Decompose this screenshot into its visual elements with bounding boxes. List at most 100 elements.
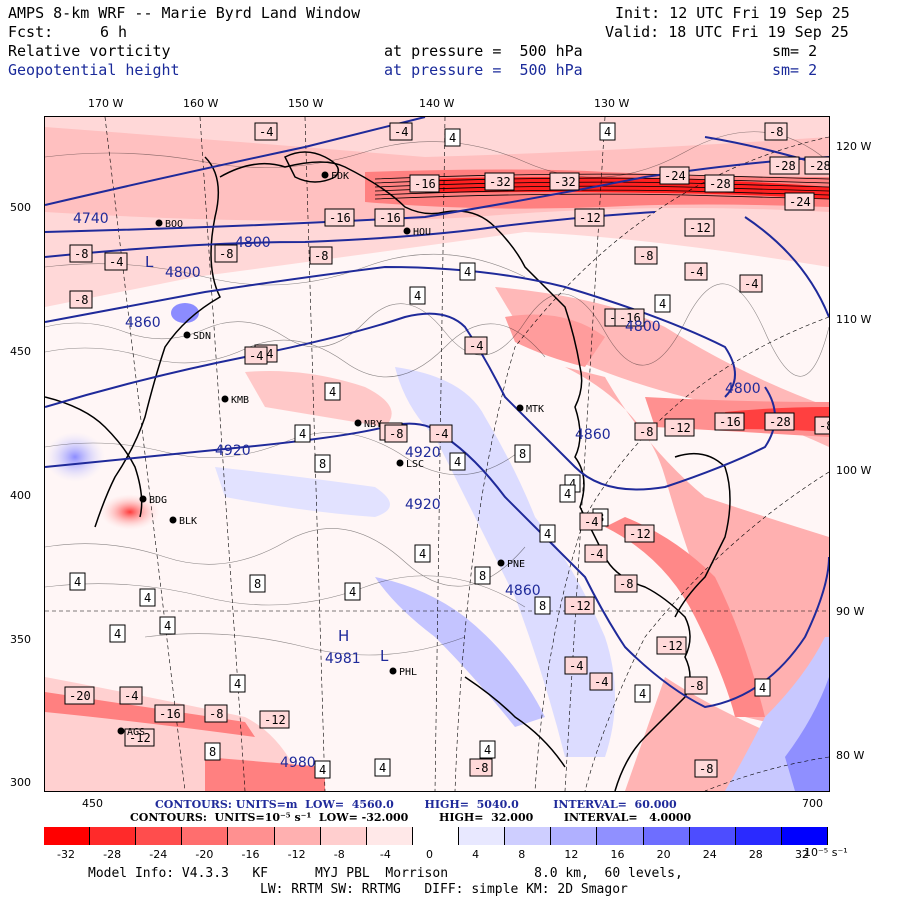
- svg-text:-4: -4: [124, 689, 138, 703]
- vort-label: -4: [244, 346, 268, 365]
- vort-region: [605, 517, 765, 717]
- height-label: 4800: [165, 265, 201, 281]
- vort-label: -8: [469, 758, 493, 777]
- svg-text:-8: -8: [74, 247, 88, 261]
- vort-label: -16: [614, 308, 645, 327]
- svg-text:-12: -12: [689, 221, 711, 235]
- svg-text:-4: -4: [394, 125, 408, 139]
- colorbar-swatch: [597, 827, 644, 845]
- svg-text:-4: -4: [469, 339, 483, 353]
- grid-y-label: 500: [10, 201, 31, 214]
- init-time: Init: 12 UTC Fri 19 Sep 25: [615, 4, 850, 22]
- vort-label: 4: [459, 262, 476, 281]
- svg-text:BLK: BLK: [179, 516, 197, 527]
- lon-label-right: 110 W: [836, 313, 872, 326]
- height-label: 4860: [505, 583, 541, 599]
- svg-text:4: 4: [74, 575, 81, 589]
- station-marker: HOU: [403, 227, 431, 238]
- field1-level: at pressure = 500 hPa: [384, 42, 583, 60]
- vort-label: -8: [764, 122, 788, 141]
- svg-text:8: 8: [209, 745, 216, 759]
- vort-label: -8: [69, 244, 93, 263]
- colorbar-tick: -20: [195, 848, 214, 861]
- field2-name: Geopotential height: [8, 61, 180, 79]
- svg-text:-16: -16: [329, 211, 351, 225]
- lon-label-top: 130 W: [594, 97, 630, 110]
- vort-label: 8: [204, 742, 221, 761]
- svg-text:-8: -8: [474, 761, 488, 775]
- vort-label: 4: [409, 286, 426, 305]
- station-marker: FDK: [321, 171, 349, 182]
- vort-label: -24: [659, 166, 690, 185]
- svg-text:-8: -8: [619, 577, 633, 591]
- svg-text:-16: -16: [619, 311, 641, 325]
- height-label: 4920: [215, 443, 251, 459]
- colorbar-tick: -4: [379, 848, 391, 861]
- colorbar-tick: 32: [794, 848, 809, 861]
- svg-text:4: 4: [114, 627, 121, 641]
- forecast-hour: 6 h: [100, 23, 128, 41]
- colorbar-swatch: [689, 827, 736, 845]
- vort-region: [245, 371, 392, 427]
- neg-vort-region: [375, 577, 545, 727]
- lon-label-right: 90 W: [836, 605, 865, 618]
- vort-label: -4: [104, 252, 128, 271]
- colorbar-swatch: [551, 827, 598, 845]
- svg-text:-32: -32: [489, 175, 511, 189]
- colorbar-swatch: [182, 827, 229, 845]
- vort-label: -8: [814, 416, 829, 435]
- svg-text:-12: -12: [629, 527, 651, 541]
- grid-x-label: 700: [802, 797, 823, 810]
- svg-text:-4: -4: [689, 265, 703, 279]
- svg-text:-4: -4: [584, 515, 598, 529]
- svg-text:-16: -16: [414, 177, 436, 191]
- svg-text:-24: -24: [789, 195, 811, 209]
- vort-label: 4: [479, 740, 496, 759]
- svg-text:4: 4: [164, 619, 171, 633]
- colorbar-swatch: [136, 827, 183, 845]
- grid-y-label: 300: [10, 776, 31, 789]
- model-info: Model Info: V4.3.3 KF MYJ PBL Morrison 8…: [88, 866, 683, 881]
- svg-text:4: 4: [564, 487, 571, 501]
- svg-text:-28: -28: [774, 159, 796, 173]
- vort-label: 4: [449, 452, 466, 471]
- svg-text:8: 8: [319, 457, 326, 471]
- svg-text:PNE: PNE: [507, 559, 525, 570]
- svg-text:-16: -16: [379, 211, 401, 225]
- svg-text:-4: -4: [594, 675, 608, 689]
- vort-label: 4: [444, 128, 461, 147]
- high-low-marker: H: [338, 627, 349, 645]
- height-label: 4860: [575, 427, 611, 443]
- vort-label: 4: [634, 684, 651, 703]
- vorticity-contour-info: CONTOURS: UNITS=10⁻⁵ s⁻¹ LOW= -32.000 HI…: [130, 811, 692, 824]
- grid-y-label: 350: [10, 633, 31, 646]
- colorbar-swatch: [90, 827, 137, 845]
- vort-label: 4: [159, 616, 176, 635]
- colorbar-tick: -24: [149, 848, 168, 861]
- svg-text:4: 4: [639, 687, 646, 701]
- svg-text:AGS: AGS: [127, 727, 145, 738]
- vort-label: -4: [389, 122, 413, 141]
- svg-text:-4: -4: [569, 659, 583, 673]
- vort-region: [45, 692, 255, 737]
- vort-label: -4: [684, 262, 708, 281]
- vort-label: -32: [484, 172, 515, 191]
- vort-label: -32: [549, 172, 580, 191]
- field1-smoothing: sm= 2: [772, 42, 818, 60]
- colorbar-swatch: [44, 827, 91, 845]
- high-low-marker: L: [380, 647, 389, 665]
- vort-label: 4: [139, 588, 156, 607]
- vort-label: -16: [714, 412, 745, 431]
- map-panel: -4-444-8-28-16-24-32-32-24-28-28-24-8-12…: [44, 116, 830, 792]
- height-label: 4981: [325, 651, 361, 667]
- svg-text:8: 8: [539, 599, 546, 613]
- field2-level: at pressure = 500 hPa: [384, 61, 583, 79]
- station-marker: BDG: [139, 495, 167, 506]
- vort-label: 4: [539, 524, 556, 543]
- svg-text:4: 4: [144, 591, 151, 605]
- physics-info: LW: RRTM SW: RRTMG DIFF: simple KM: 2D S…: [260, 882, 628, 897]
- svg-text:4: 4: [299, 427, 306, 441]
- vort-label: -28: [769, 156, 800, 175]
- svg-text:-8: -8: [74, 293, 88, 307]
- neg-vort-region: [171, 303, 199, 323]
